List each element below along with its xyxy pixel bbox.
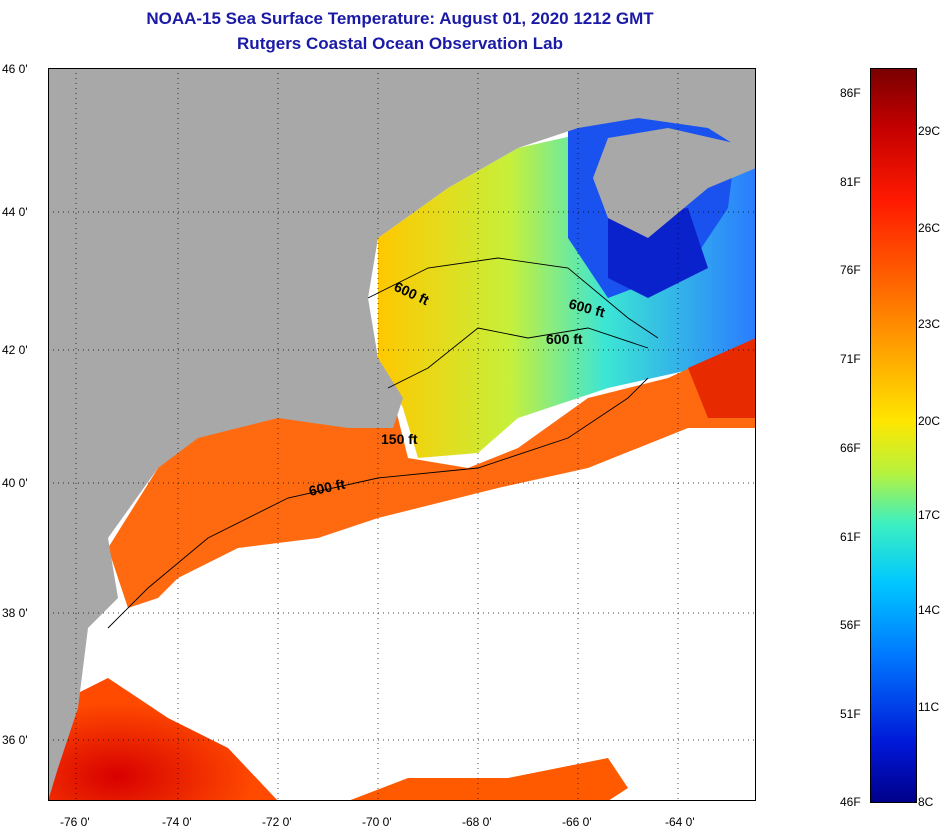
southern-band	[348, 758, 628, 801]
lon-label: -72 0'	[262, 815, 292, 829]
lat-label: 38 0'	[2, 606, 28, 620]
colorbar-c-label: 20C	[918, 414, 941, 428]
colorbar-f-label: 86F	[840, 86, 861, 100]
depth-contours	[107, 257, 659, 629]
warm-patch-east	[688, 338, 756, 418]
contour-label: 150 ft	[381, 431, 418, 447]
lon-label: -64 0'	[665, 815, 695, 829]
colorbar-f-label: 51F	[840, 707, 861, 721]
land-mass	[48, 68, 756, 801]
lat-label: 40 0'	[2, 476, 28, 490]
lon-label: -74 0'	[162, 815, 192, 829]
lon-label: -70 0'	[362, 815, 392, 829]
colorbar-f-label: 81F	[840, 175, 861, 189]
color-scale-bar	[870, 68, 917, 803]
lat-label: 46 0'	[2, 62, 28, 76]
southern-warm-water	[48, 678, 278, 801]
colorbar-c-label: 11C	[918, 700, 940, 714]
colorbar-c-label: 23C	[918, 317, 941, 331]
lat-label: 42 0'	[2, 343, 28, 357]
lat-label: 44 0'	[2, 205, 28, 219]
colorbar-f-label: 46F	[840, 795, 861, 809]
map-subtitle: Rutgers Coastal Ocean Observation Lab	[237, 34, 563, 53]
lon-label: -76 0'	[60, 815, 90, 829]
colorbar-f-label: 56F	[840, 618, 861, 632]
lon-label: -68 0'	[462, 815, 492, 829]
colorbar-c-label: 29C	[918, 124, 941, 138]
lat-label: 36 0'	[2, 733, 28, 747]
colorbar-c-label: 17C	[918, 508, 941, 522]
lon-label: -66 0'	[562, 815, 592, 829]
lat-lon-grid	[48, 68, 756, 801]
contour-label: 600 ft	[546, 331, 583, 347]
sst-map: 600 ft 600 ft 600 ft 150 ft 600 ft	[48, 68, 756, 801]
map-title: NOAA-15 Sea Surface Temperature: August …	[146, 9, 654, 28]
colorbar-f-label: 61F	[840, 530, 861, 544]
colorbar-f-label: 66F	[840, 441, 861, 455]
contour-label: 600 ft	[307, 476, 346, 499]
colorbar-c-label: 14C	[918, 603, 941, 617]
map-border	[48, 68, 756, 801]
colorbar-f-label: 76F	[840, 263, 861, 277]
colorbar-c-label: 26C	[918, 221, 941, 235]
colorbar-f-label: 71F	[840, 352, 861, 366]
nova-scotia	[593, 128, 756, 238]
colorbar-c-label: 8C	[918, 795, 934, 809]
